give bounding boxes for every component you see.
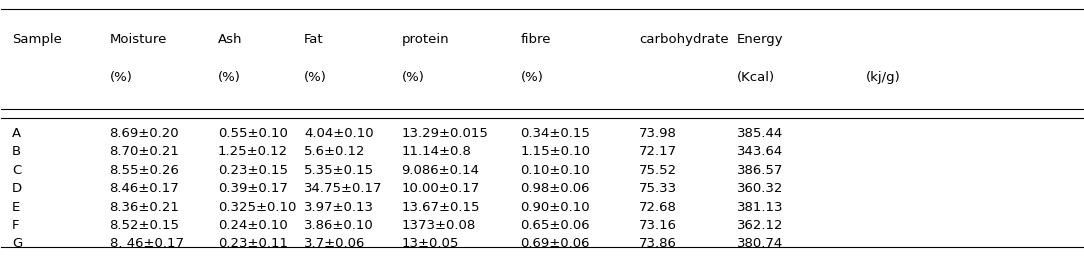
Text: 0.69±0.06: 0.69±0.06 xyxy=(520,238,590,250)
Text: 8.55±0.26: 8.55±0.26 xyxy=(109,164,179,177)
Text: 343.64: 343.64 xyxy=(737,145,783,158)
Text: 3.86±0.10: 3.86±0.10 xyxy=(305,219,374,232)
Text: Ash: Ash xyxy=(218,33,242,46)
Text: (kj/g): (kj/g) xyxy=(866,71,901,84)
Text: 13.67±0.15: 13.67±0.15 xyxy=(401,200,480,214)
Text: D: D xyxy=(12,182,23,195)
Text: F: F xyxy=(12,219,20,232)
Text: 0.23±0.11: 0.23±0.11 xyxy=(218,238,287,250)
Text: (%): (%) xyxy=(520,71,543,84)
Text: 9.086±0.14: 9.086±0.14 xyxy=(401,164,479,177)
Text: 0.10±0.10: 0.10±0.10 xyxy=(520,164,590,177)
Text: 1373±0.08: 1373±0.08 xyxy=(401,219,476,232)
Text: 72.68: 72.68 xyxy=(640,200,678,214)
Text: (%): (%) xyxy=(401,71,424,84)
Text: protein: protein xyxy=(401,33,449,46)
Text: Moisture: Moisture xyxy=(109,33,167,46)
Text: 1.25±0.12: 1.25±0.12 xyxy=(218,145,287,158)
Text: Fat: Fat xyxy=(305,33,324,46)
Text: Sample: Sample xyxy=(12,33,62,46)
Text: 380.74: 380.74 xyxy=(737,238,783,250)
Text: 8.69±0.20: 8.69±0.20 xyxy=(109,126,179,140)
Text: 386.57: 386.57 xyxy=(737,164,783,177)
Text: 75.52: 75.52 xyxy=(640,164,678,177)
Text: carbohydrate: carbohydrate xyxy=(640,33,728,46)
Text: (%): (%) xyxy=(305,71,327,84)
Text: 5.6±0.12: 5.6±0.12 xyxy=(305,145,365,158)
Text: 0.98±0.06: 0.98±0.06 xyxy=(520,182,590,195)
Text: 8.36±0.21: 8.36±0.21 xyxy=(109,200,179,214)
Text: (%): (%) xyxy=(218,71,241,84)
Text: 34.75±0.17: 34.75±0.17 xyxy=(305,182,383,195)
Text: 73.16: 73.16 xyxy=(640,219,678,232)
Text: E: E xyxy=(12,200,21,214)
Text: 0.325±0.10: 0.325±0.10 xyxy=(218,200,296,214)
Text: 3.97±0.13: 3.97±0.13 xyxy=(305,200,374,214)
Text: (%): (%) xyxy=(109,71,132,84)
Text: Energy: Energy xyxy=(737,33,784,46)
Text: fibre: fibre xyxy=(520,33,551,46)
Text: C: C xyxy=(12,164,22,177)
Text: 362.12: 362.12 xyxy=(737,219,783,232)
Text: 73.86: 73.86 xyxy=(640,238,678,250)
Text: 0.55±0.10: 0.55±0.10 xyxy=(218,126,287,140)
Text: 13±0.05: 13±0.05 xyxy=(401,238,459,250)
Text: 0.24±0.10: 0.24±0.10 xyxy=(218,219,287,232)
Text: B: B xyxy=(12,145,22,158)
Text: 5.35±0.15: 5.35±0.15 xyxy=(305,164,374,177)
Text: G: G xyxy=(12,238,23,250)
Text: 1.15±0.10: 1.15±0.10 xyxy=(520,145,591,158)
Text: 4.04±0.10: 4.04±0.10 xyxy=(305,126,374,140)
Text: 385.44: 385.44 xyxy=(737,126,783,140)
Text: 381.13: 381.13 xyxy=(737,200,783,214)
Text: 8.70±0.21: 8.70±0.21 xyxy=(109,145,179,158)
Text: 360.32: 360.32 xyxy=(737,182,783,195)
Text: (Kcal): (Kcal) xyxy=(737,71,775,84)
Text: 11.14±0.8: 11.14±0.8 xyxy=(401,145,472,158)
Text: 8.46±0.17: 8.46±0.17 xyxy=(109,182,179,195)
Text: 0.65±0.06: 0.65±0.06 xyxy=(520,219,590,232)
Text: 8.52±0.15: 8.52±0.15 xyxy=(109,219,180,232)
Text: 72.17: 72.17 xyxy=(640,145,678,158)
Text: 0.34±0.15: 0.34±0.15 xyxy=(520,126,591,140)
Text: 13.29±0.015: 13.29±0.015 xyxy=(401,126,488,140)
Text: 73.98: 73.98 xyxy=(640,126,678,140)
Text: 0.90±0.10: 0.90±0.10 xyxy=(520,200,590,214)
Text: A: A xyxy=(12,126,22,140)
Text: 0.39±0.17: 0.39±0.17 xyxy=(218,182,287,195)
Text: 3.7±0.06: 3.7±0.06 xyxy=(305,238,365,250)
Text: 0.23±0.15: 0.23±0.15 xyxy=(218,164,287,177)
Text: 10.00±0.17: 10.00±0.17 xyxy=(401,182,480,195)
Text: 8. 46±0.17: 8. 46±0.17 xyxy=(109,238,183,250)
Text: 75.33: 75.33 xyxy=(640,182,678,195)
